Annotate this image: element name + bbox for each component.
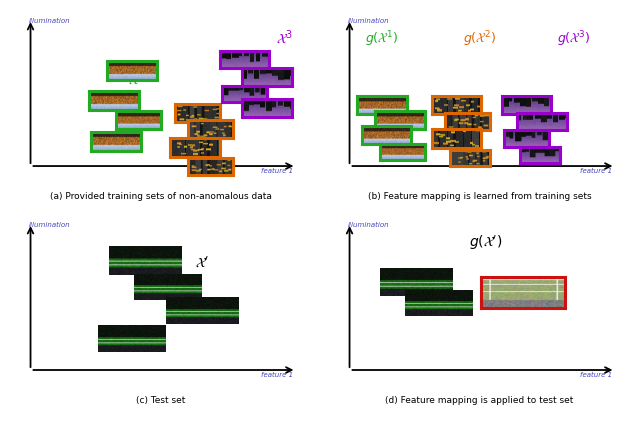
Text: illumination: illumination	[348, 222, 390, 227]
Text: feature 1: feature 1	[580, 168, 612, 174]
Text: feature 1: feature 1	[261, 373, 293, 379]
Text: $g(\mathcal{X}^3)$: $g(\mathcal{X}^3)$	[557, 29, 591, 49]
Text: feature 1: feature 1	[261, 168, 293, 174]
Text: $\mathcal{X}'$: $\mathcal{X}'$	[195, 255, 209, 270]
Text: illumination: illumination	[29, 222, 70, 227]
Text: illumination: illumination	[348, 18, 390, 24]
X-axis label: (a) Provided training sets of non-anomalous data: (a) Provided training sets of non-anomal…	[49, 192, 271, 201]
Text: $g(\mathcal{X}')$: $g(\mathcal{X}')$	[469, 234, 502, 252]
Text: $g(\mathcal{X}^1)$: $g(\mathcal{X}^1)$	[365, 29, 399, 49]
Text: feature 1: feature 1	[580, 373, 612, 379]
Text: $\mathcal{X}^2$: $\mathcal{X}^2$	[211, 124, 228, 142]
X-axis label: (c) Test set: (c) Test set	[136, 396, 185, 405]
X-axis label: (b) Feature mapping is learned from training sets: (b) Feature mapping is learned from trai…	[368, 192, 591, 201]
Text: $\mathcal{X}^1$: $\mathcal{X}^1$	[129, 69, 145, 87]
Text: illumination: illumination	[29, 18, 70, 24]
Text: $g(\mathcal{X}^2)$: $g(\mathcal{X}^2)$	[463, 29, 496, 49]
Text: $\mathcal{X}^3$: $\mathcal{X}^3$	[276, 28, 293, 46]
X-axis label: (d) Feature mapping is applied to test set: (d) Feature mapping is applied to test s…	[385, 396, 573, 405]
